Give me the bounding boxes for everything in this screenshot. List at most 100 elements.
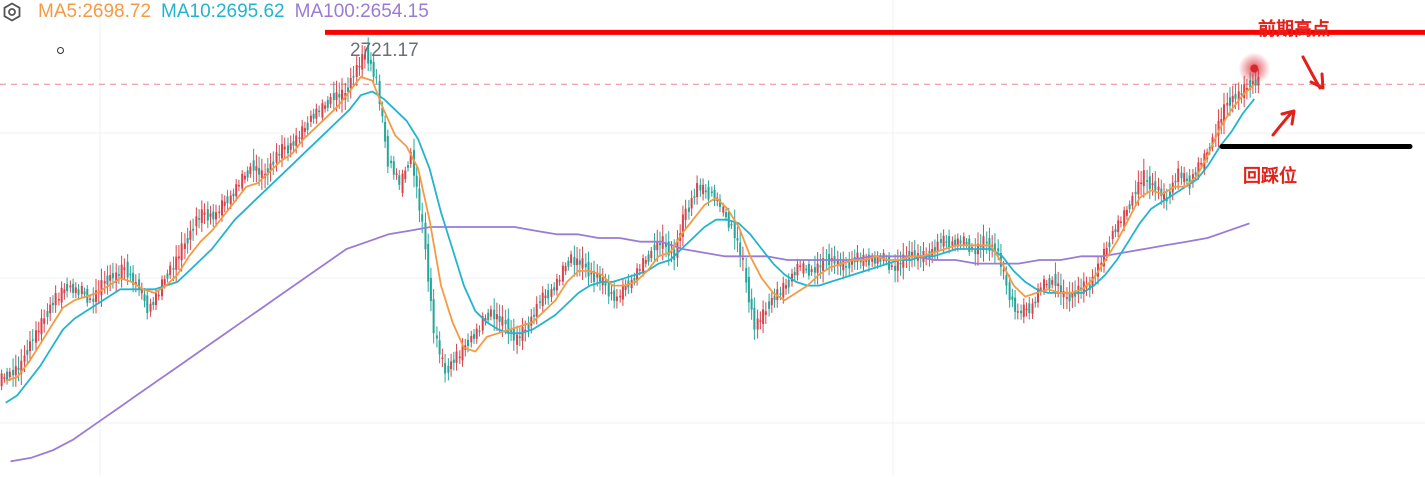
candle-body-87-2 (1002, 269, 1005, 272)
candle-body-55-1 (633, 277, 636, 281)
candle-body-24-1 (278, 153, 281, 156)
candle-body-66-3 (764, 311, 767, 315)
up-arrow-head (1280, 109, 1296, 126)
candle-body-74-1 (850, 258, 854, 265)
candle-body-25-3 (295, 135, 298, 146)
candle-body-22-0 (252, 160, 255, 171)
candle-body-60-3 (696, 183, 699, 197)
candle-body-4-3 (54, 292, 57, 306)
candle-body-90-0 (1031, 303, 1034, 314)
ma10-legend: MA10:2695.62 (161, 1, 285, 22)
hexagon-settings-icon[interactable] (2, 2, 22, 22)
candle-body-29-0 (332, 93, 335, 100)
candle-body-0-3 (8, 371, 11, 378)
candle-body-33-1 (381, 107, 384, 117)
candle-body-93-2 (1071, 292, 1074, 298)
candle-body-3-3 (43, 318, 46, 324)
candle-body-21-1 (243, 175, 246, 180)
candle-body-96-2 (1105, 248, 1108, 255)
candle-body-78-2 (899, 262, 902, 265)
candle-body-47-2 (544, 295, 547, 299)
candle-body-27-1 (312, 113, 315, 119)
candle-body-30-3 (352, 76, 355, 78)
candle-body-33-3 (386, 136, 389, 167)
candle-body-10-1 (117, 274, 120, 276)
candle-body-1-0 (12, 369, 15, 376)
candle-body-99-1 (1137, 181, 1140, 195)
candle-body-19-2 (223, 201, 226, 206)
candle-body-7-0 (80, 285, 83, 295)
candle-body-6-0 (69, 285, 72, 288)
candle-body-47-3 (547, 289, 550, 299)
candle-body-78-0 (894, 265, 897, 271)
candle-body-55-3 (638, 269, 641, 271)
candle-body-37-3 (432, 299, 435, 334)
candle-body-30-1 (346, 87, 350, 92)
candle-body-5-1 (60, 287, 63, 303)
candle-body-99-3 (1142, 170, 1145, 187)
candle-body-14-3 (169, 265, 172, 275)
candle-body-98-2 (1128, 204, 1131, 210)
candle-body-14-1 (163, 279, 166, 285)
candle-body-90-1 (1034, 301, 1037, 304)
candle-body-88-1 (1011, 296, 1014, 300)
candle-body-56-1 (644, 259, 647, 264)
candle-body-56-0 (642, 258, 645, 273)
candle-body-41-2 (475, 328, 478, 339)
candle-body-69-3 (799, 265, 802, 267)
candle-body-61-2 (704, 190, 707, 193)
candle-body-23-2 (269, 163, 272, 172)
candle-body-62-1 (713, 189, 716, 202)
candle-body-16-2 (189, 230, 192, 240)
ma5-legend: MA5:2698.72 (38, 1, 152, 22)
candle-body-96-0 (1100, 262, 1103, 266)
candle-body-92-3 (1062, 291, 1065, 298)
candle-body-22-3 (260, 170, 263, 179)
candle-body-44-0 (504, 320, 507, 325)
candle-body-2-2 (28, 341, 32, 352)
candle-body-62-0 (710, 191, 713, 193)
candle-body-70-1 (805, 268, 808, 271)
annotation-layer (325, 29, 1425, 149)
candle-body-52-0 (596, 273, 599, 278)
candle-body-54-1 (621, 284, 624, 300)
candle-body-53-3 (615, 296, 618, 301)
candle-body-21-2 (246, 170, 249, 178)
candle-body-13-1 (152, 301, 155, 306)
candle-body-89-2 (1025, 308, 1028, 311)
candle-body-37-1 (427, 243, 430, 282)
candle-body-79-3 (913, 250, 916, 257)
candle-body-104-3 (1200, 162, 1203, 165)
candle-body-18-0 (206, 209, 209, 221)
candle-body-90-3 (1039, 287, 1042, 291)
candle-body-45-2 (521, 326, 524, 341)
candle-body-48-0 (550, 289, 553, 297)
candle-body-51-3 (592, 270, 596, 282)
moving-average-layer (5, 76, 1256, 463)
candle-body-81-0 (928, 250, 931, 260)
candle-body-74-0 (848, 259, 851, 269)
candle-body-8-1 (94, 290, 98, 302)
candle-body-9-3 (111, 273, 114, 279)
candle-body-46-3 (535, 303, 538, 317)
candle-body-51-1 (587, 261, 590, 277)
candle-body-34-0 (390, 160, 393, 164)
candle-body-26-1 (301, 126, 304, 141)
candle-body-91-1 (1045, 283, 1048, 286)
candle-body-87-0 (997, 248, 1000, 252)
candle-body-8-3 (100, 280, 103, 296)
candle-body-10-3 (123, 267, 126, 271)
candle-body-19-3 (226, 196, 229, 204)
candle-body-6-3 (77, 289, 80, 295)
candle-body-56-2 (647, 254, 650, 262)
candle-body-11-0 (126, 261, 129, 278)
candle-body-18-3 (214, 212, 218, 220)
candle-body-73-3 (844, 266, 848, 268)
candle-body-66-1 (759, 320, 762, 322)
candle-body-39-0 (447, 365, 450, 373)
candle-body-29-3 (340, 89, 344, 102)
candle-body-53-0 (607, 282, 610, 297)
candle-body-15-3 (180, 243, 183, 261)
